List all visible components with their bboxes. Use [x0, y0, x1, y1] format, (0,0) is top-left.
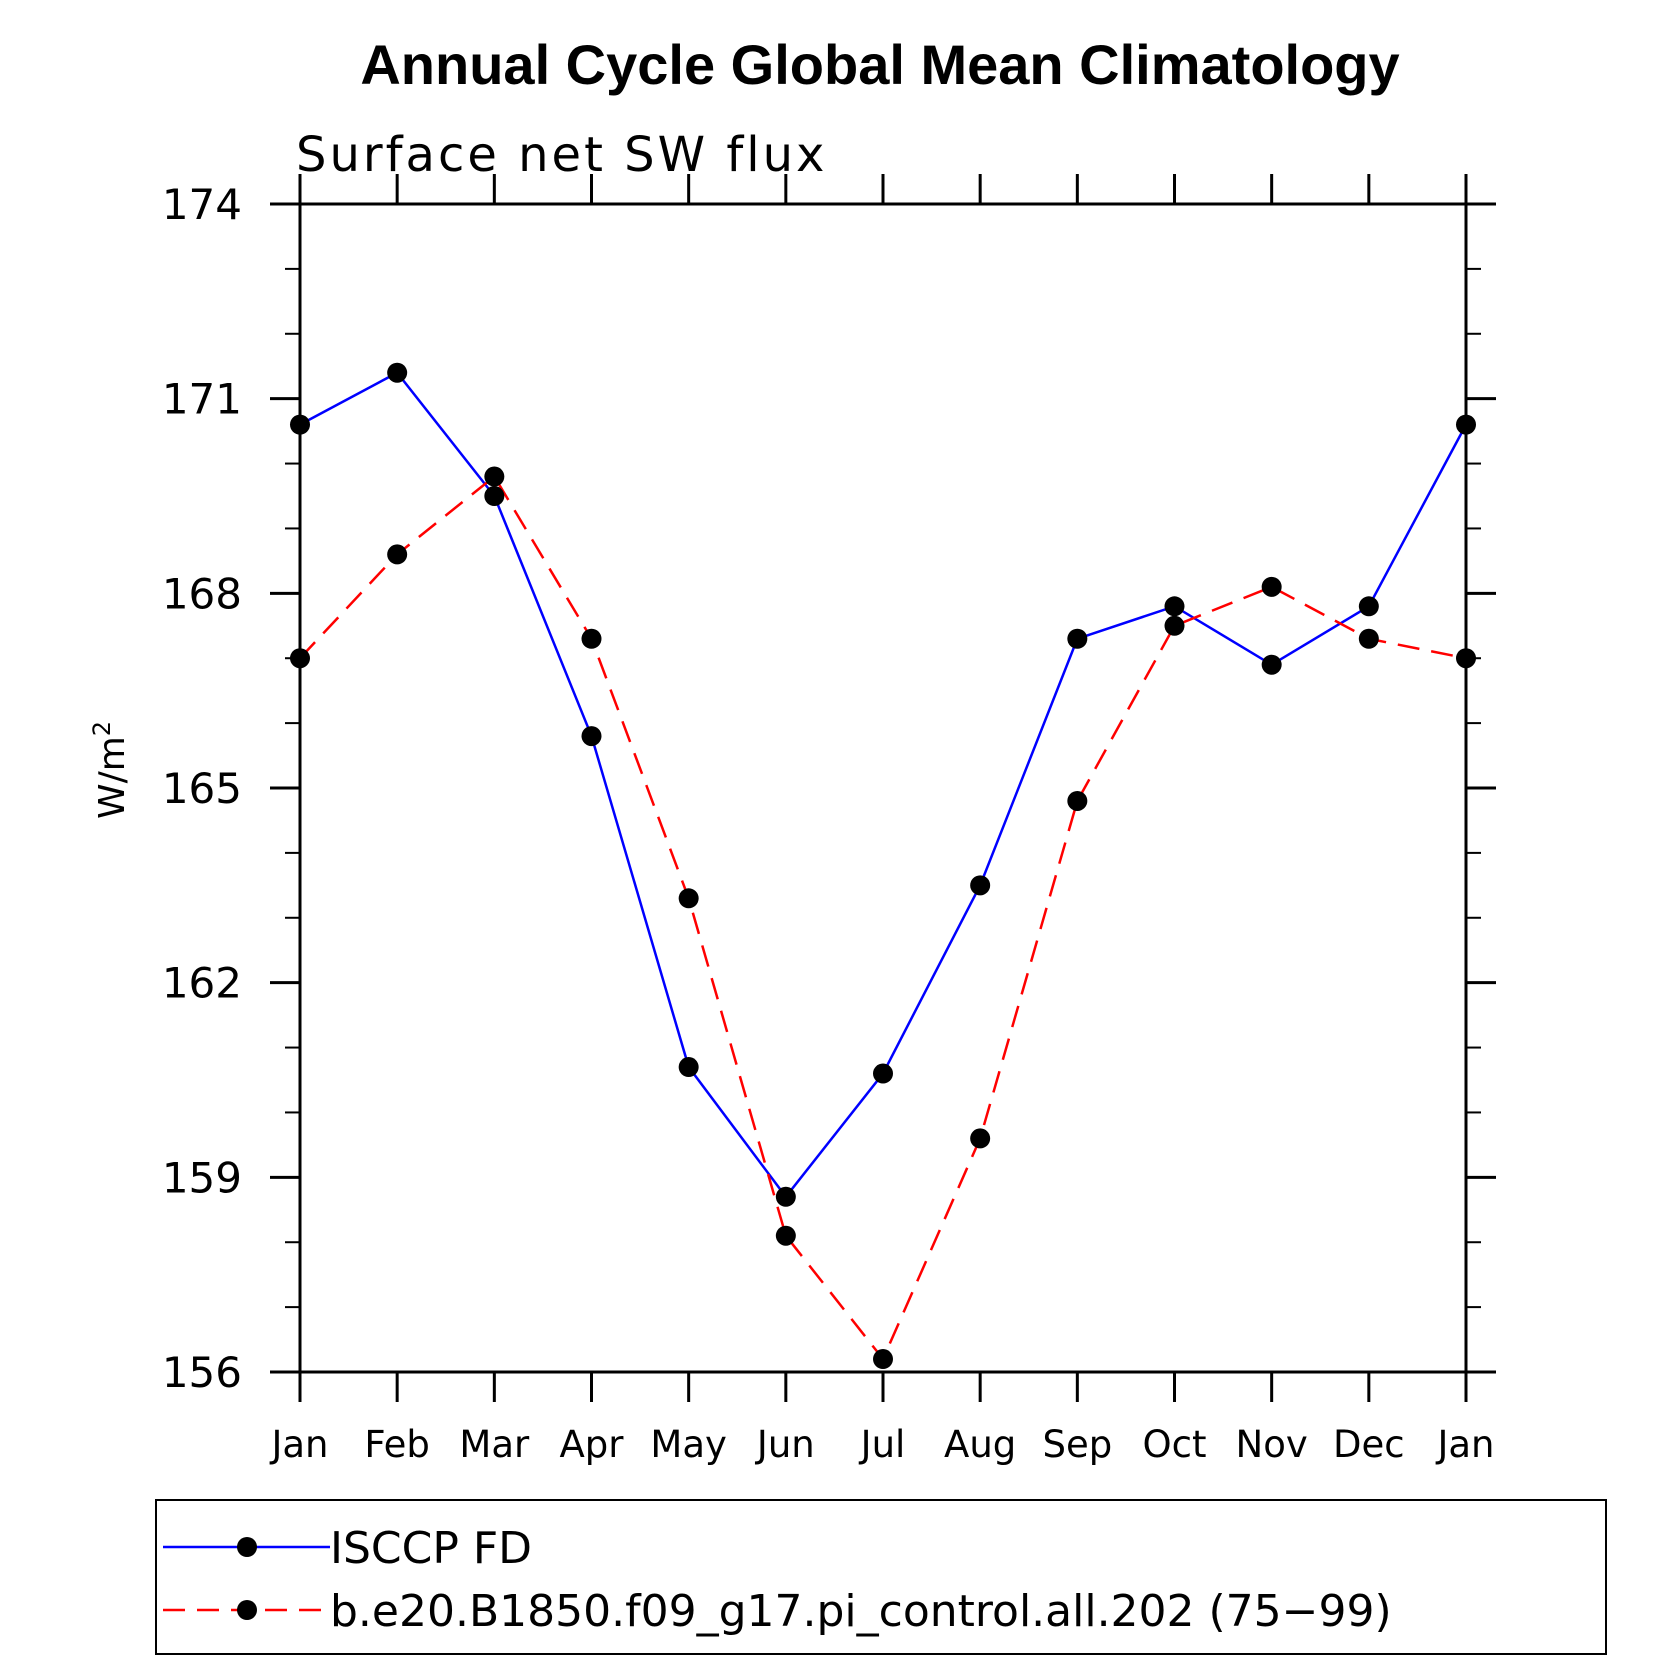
legend-label-2: b.e20.B1850.f09_g17.pi_control.all.202 (… [330, 1586, 1392, 1637]
series-1-point [581, 726, 602, 747]
series-2-point [970, 1128, 991, 1149]
series-1-point [873, 1063, 893, 1084]
x-tick-label: Nov [1236, 1423, 1308, 1466]
legend-marker-1 [237, 1537, 257, 1557]
x-tick-label: Mar [459, 1423, 530, 1466]
x-tick-label: May [650, 1423, 727, 1466]
y-tick-label: 162 [162, 959, 242, 1008]
y-tick-label: 159 [162, 1153, 242, 1202]
y-tick-label: 171 [162, 375, 242, 424]
chart-title: Annual Cycle Global Mean Climatology [360, 33, 1399, 96]
series-2-point [1164, 615, 1185, 636]
series-2-point [581, 628, 602, 649]
series-2-point [1261, 576, 1282, 597]
series-line-2 [299, 474, 1467, 1362]
series-2-point [678, 888, 699, 909]
series-1-point [1456, 414, 1476, 435]
y-tick-label: 165 [162, 764, 242, 813]
series-1-point [1261, 654, 1282, 675]
y-axis-label-superscript: 2 [88, 721, 116, 736]
series-1-point [678, 1057, 699, 1078]
series-2-point [1456, 648, 1476, 669]
series-2-point [1067, 790, 1088, 811]
x-tick-label: Sep [1042, 1423, 1112, 1466]
series-1-point [290, 414, 310, 435]
series-2-point [387, 544, 408, 565]
x-tick-label: Jan [269, 1423, 328, 1466]
x-tick-label: Jan [1435, 1423, 1494, 1466]
series-1-point [1067, 628, 1088, 649]
x-tick-label: Jun [755, 1423, 815, 1466]
x-tick-label: Feb [364, 1423, 430, 1466]
x-tick-label: Dec [1333, 1423, 1405, 1466]
y-axis-label: W/m2 [88, 721, 133, 819]
plot-frame [298, 202, 1468, 1374]
legend: ISCCP FD b.e20.B1850.f09_g17.pi_control.a… [155, 1499, 1607, 1655]
series-1-point [970, 875, 991, 896]
series-2-point [1358, 628, 1379, 649]
y-tick-label: 156 [162, 1348, 242, 1397]
y-tick-label: 168 [162, 569, 242, 618]
legend-label-1: ISCCP FD [330, 1523, 532, 1574]
series-2-point [873, 1349, 893, 1370]
series-2-point [290, 648, 310, 669]
series-1-point [1164, 596, 1185, 617]
series-2-point [775, 1225, 796, 1246]
series-layer [290, 362, 1476, 1370]
y-tick-label: 174 [162, 180, 242, 229]
x-tick-label: Aug [944, 1423, 1016, 1466]
chart-subtitle: Surface net SW flux [296, 127, 827, 183]
series-1-point [387, 362, 408, 383]
series-1-point [1358, 596, 1379, 617]
x-tick-label: Jul [859, 1423, 906, 1466]
x-tick-label: Apr [559, 1423, 624, 1466]
plot-axes: 156 159 162 165 168 171 174 Jan Feb Mar Apr May Jun J… [162, 174, 1496, 1466]
y-axis-label-text: W/m [92, 736, 133, 819]
series-2-point [484, 466, 505, 487]
series-1-point [775, 1186, 796, 1207]
series-1-point [484, 486, 505, 506]
legend-box [155, 1499, 1607, 1655]
legend-marker-2 [237, 1600, 257, 1620]
x-tick-label: Oct [1143, 1423, 1207, 1466]
